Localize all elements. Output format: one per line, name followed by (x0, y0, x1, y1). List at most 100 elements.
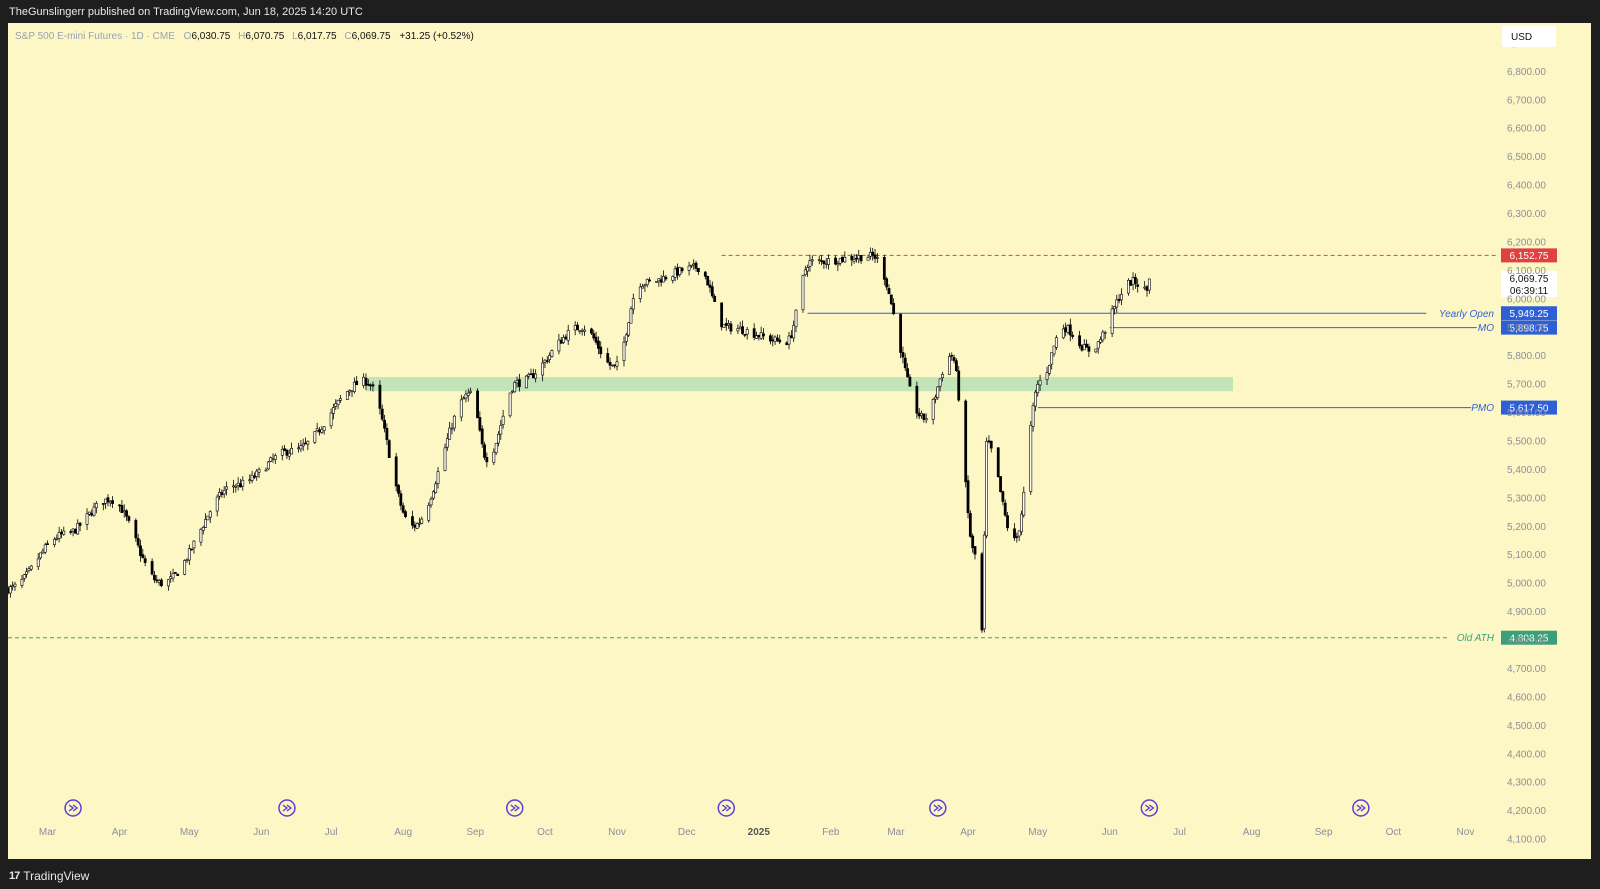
level-label: PMO (1471, 403, 1494, 414)
candle-body (513, 382, 517, 393)
candle-body (857, 255, 861, 259)
candle-body (46, 543, 49, 545)
candle-body (627, 322, 631, 336)
candle-body (429, 498, 433, 506)
candle-body (29, 565, 33, 570)
candle-body (580, 330, 584, 332)
candle-body (559, 339, 563, 344)
candle-body (836, 263, 840, 266)
candle-body (290, 447, 293, 455)
candle-body (692, 263, 696, 266)
candle-body (69, 531, 73, 533)
candle-body (85, 513, 89, 525)
candle-body (250, 474, 254, 481)
y-tick-label: 6,300.00 (1507, 209, 1546, 220)
candle-body (613, 364, 617, 367)
candle-body (90, 513, 94, 516)
candle-body (713, 296, 717, 302)
chart-panel[interactable]: 6,152.75 Yearly Open 5,949.25 MO 5,898.75 PMO… (8, 23, 1591, 859)
candle-body (336, 399, 340, 405)
tradingview-brand[interactable]: 17 TradingView (9, 869, 89, 883)
legend-l-label: L (292, 31, 298, 42)
candle-body (868, 251, 872, 257)
legend-symbol: S&P 500 E-mini Futures · 1D · CME (15, 31, 175, 42)
candle-body (287, 452, 291, 457)
candle-body (973, 546, 977, 555)
candle-body (850, 256, 854, 261)
y-tick-label: 4,300.00 (1507, 778, 1546, 789)
candle-body (332, 407, 335, 414)
candle-body (225, 486, 228, 490)
candle-body (448, 427, 452, 440)
candle-body (43, 544, 47, 553)
event-icon[interactable] (1352, 799, 1370, 817)
candle-body (936, 386, 940, 398)
candle-body (534, 373, 538, 379)
event-circle (64, 799, 82, 817)
price-tag-label: 6,152.75 (1510, 251, 1549, 262)
candle-body (369, 384, 373, 387)
candle-body (173, 572, 177, 574)
event-icon[interactable] (717, 799, 736, 817)
event-icon[interactable] (278, 799, 296, 817)
candle-body (752, 328, 756, 338)
candle-body (404, 511, 407, 517)
candle-body (125, 510, 128, 517)
candle-body (20, 578, 24, 586)
candle-body (1047, 365, 1051, 374)
candle-body (1120, 293, 1123, 301)
y-tick-label: 5,200.00 (1507, 522, 1546, 533)
candle-body (757, 334, 761, 338)
price-tag (1501, 248, 1557, 263)
candle-body (1101, 331, 1105, 341)
x-tick-label: Feb (822, 827, 840, 838)
price-tag-label: 4,808.25 (1510, 634, 1549, 645)
candle-body (906, 368, 909, 378)
candle-body (511, 390, 514, 393)
event-icon[interactable] (64, 799, 82, 817)
candle-body (843, 257, 847, 263)
currency-button[interactable]: USD (1502, 26, 1556, 47)
candle-body (462, 397, 466, 400)
candle-body (1080, 345, 1084, 351)
candle-body (62, 530, 66, 535)
footer-bar: 17 TradingView (0, 859, 1600, 889)
x-tick-label: Aug (1243, 827, 1261, 838)
event-icon[interactable] (505, 799, 524, 817)
candle-body (57, 531, 61, 539)
candle-body (334, 403, 338, 407)
y-tick-label: 5,700.00 (1507, 380, 1546, 391)
candle-body (436, 471, 440, 484)
candle-body (671, 276, 675, 281)
legend-open: 6,030.75 (191, 31, 230, 42)
event-icon[interactable] (929, 799, 947, 817)
candle-body (841, 256, 844, 262)
candle-body (139, 545, 142, 556)
event-circle (929, 799, 947, 817)
candle-body (852, 258, 856, 262)
legend-c-label: C (344, 31, 351, 42)
candle-body (1147, 278, 1151, 291)
candle-body (599, 346, 603, 355)
candle-body (315, 428, 319, 431)
candle-body (1052, 345, 1056, 355)
candle-body (380, 408, 384, 420)
candle-body (866, 257, 870, 261)
candle-body (108, 500, 112, 504)
x-tick-label: Aug (394, 827, 412, 838)
candle-body (922, 413, 926, 420)
event-icon[interactable] (1140, 799, 1159, 817)
zone-layer (365, 377, 1234, 392)
candle-body (1117, 298, 1121, 301)
y-tick-label: 6,200.00 (1507, 237, 1546, 248)
candle-body (8, 586, 12, 594)
candle-body (517, 379, 521, 387)
candle-body (1131, 277, 1135, 285)
x-tick-label: Apr (112, 827, 128, 838)
candle-body (810, 259, 814, 262)
candle-body (629, 308, 633, 324)
candle-body (364, 377, 368, 386)
candle-body (1085, 343, 1088, 348)
candle-body (36, 558, 40, 567)
price-chart[interactable]: 6,152.75 Yearly Open 5,949.25 MO 5,898.75 PMO… (8, 23, 1591, 859)
